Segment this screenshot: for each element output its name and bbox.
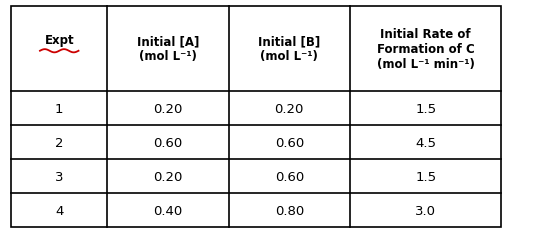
Text: 0.20: 0.20 bbox=[274, 102, 304, 115]
Text: 0.60: 0.60 bbox=[274, 136, 304, 149]
Text: 0.60: 0.60 bbox=[274, 170, 304, 183]
Text: 0.60: 0.60 bbox=[153, 136, 183, 149]
Text: 1.5: 1.5 bbox=[415, 170, 436, 183]
Text: 0.20: 0.20 bbox=[153, 102, 183, 115]
Text: 1: 1 bbox=[55, 102, 63, 115]
Text: 0.40: 0.40 bbox=[153, 204, 183, 217]
Text: 0.20: 0.20 bbox=[153, 170, 183, 183]
Text: 4: 4 bbox=[55, 204, 63, 217]
Text: Initial Rate of
Formation of C
(mol L⁻¹ min⁻¹): Initial Rate of Formation of C (mol L⁻¹ … bbox=[377, 28, 474, 71]
Text: Expt: Expt bbox=[45, 34, 74, 46]
Text: 1.5: 1.5 bbox=[415, 102, 436, 115]
Text: 4.5: 4.5 bbox=[415, 136, 436, 149]
Text: 3: 3 bbox=[55, 170, 63, 183]
Bar bbox=[11, 7, 501, 227]
Text: 0.80: 0.80 bbox=[274, 204, 304, 217]
Text: Initial [B]
(mol L⁻¹): Initial [B] (mol L⁻¹) bbox=[258, 35, 320, 63]
Text: 2: 2 bbox=[55, 136, 63, 149]
Text: 3.0: 3.0 bbox=[415, 204, 436, 217]
Text: Initial [A]
(mol L⁻¹): Initial [A] (mol L⁻¹) bbox=[137, 35, 199, 63]
